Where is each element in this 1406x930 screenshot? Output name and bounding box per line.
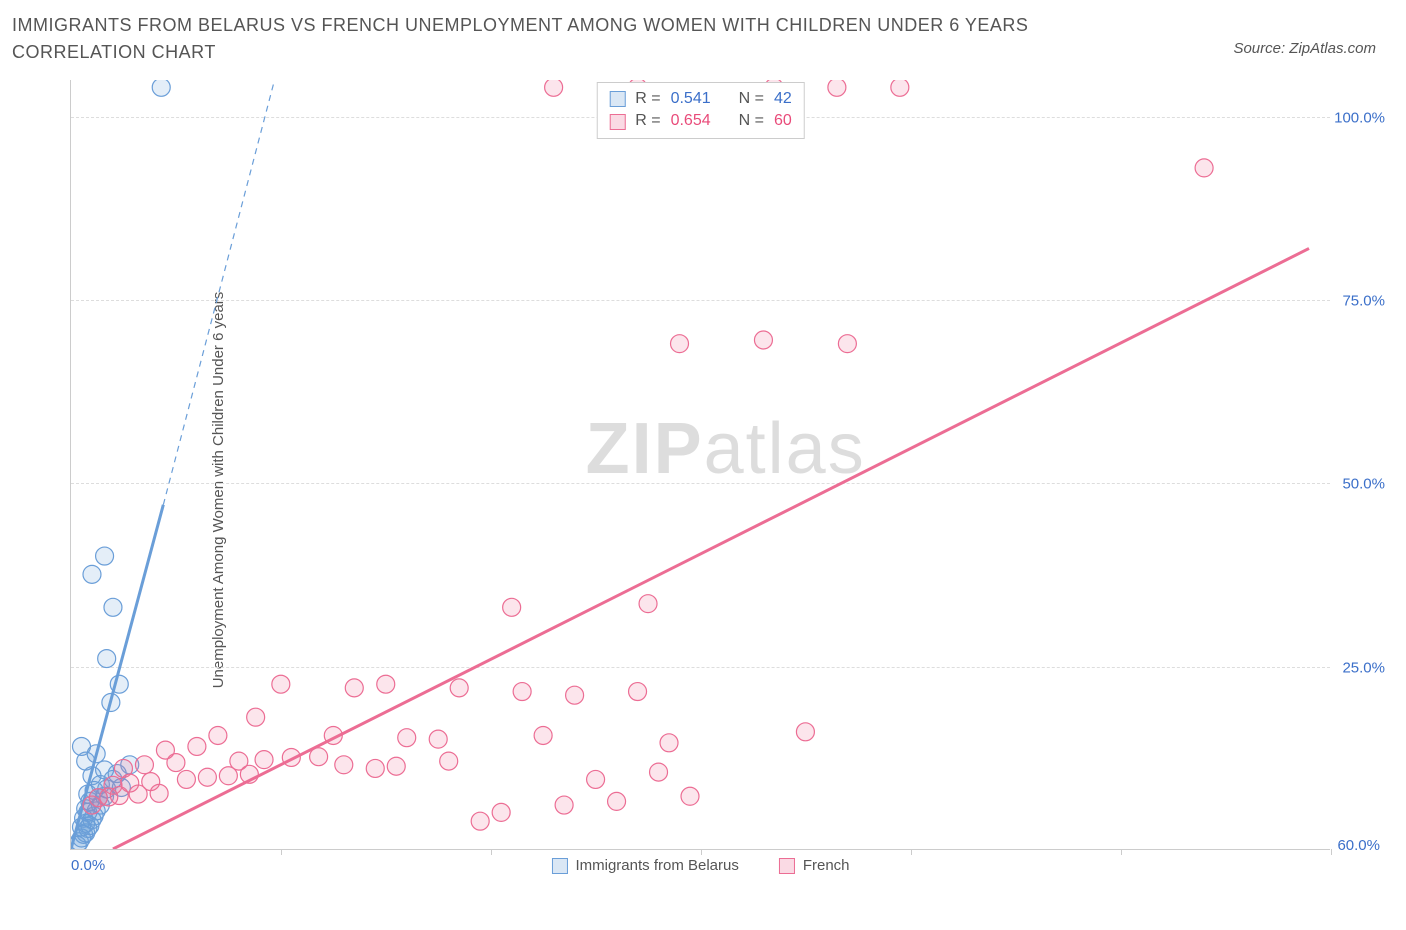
point-french [377,675,395,693]
legend-item-belarus: Immigrants from Belarus [551,857,738,874]
point-french [838,335,856,353]
point-french [156,741,174,759]
swatch-french [779,858,795,874]
point-french [398,729,416,747]
point-french [681,787,699,805]
x-tick [491,849,492,855]
point-french [545,80,563,96]
point-french [230,752,248,770]
point-french [650,763,668,781]
point-french [324,726,342,744]
point-french [209,726,227,744]
point-french [566,686,584,704]
point-french [247,708,265,726]
stats-row-belarus: R = 0.541 N = 42 [609,88,792,110]
point-french [1195,159,1213,177]
point-french [198,768,216,786]
y-tick-label: 50.0% [1342,476,1385,493]
point-french [629,683,647,701]
point-french [440,752,458,770]
point-french [513,683,531,701]
point-belarus [83,565,101,583]
y-tick-label: 100.0% [1334,109,1385,126]
source-attribution: Source: ZipAtlas.com [1233,40,1376,57]
point-french [587,770,605,788]
swatch-belarus [609,91,625,107]
point-belarus [98,650,116,668]
point-french [142,773,160,791]
point-french [492,803,510,821]
point-french [188,737,206,755]
point-french [796,723,814,741]
point-french [114,759,132,777]
x-tick [1331,849,1332,855]
x-origin-label: 0.0% [71,857,105,874]
scatter-svg [71,80,1330,849]
point-french [345,679,363,697]
x-tick [911,849,912,855]
point-french [891,80,909,96]
plot-region: ZIPatlas 25.0%50.0%75.0%100.0% R = 0.541… [70,80,1330,850]
point-french [471,812,489,830]
y-tick-label: 25.0% [1342,659,1385,676]
swatch-belarus [551,858,567,874]
swatch-french [609,114,625,130]
point-belarus [110,675,128,693]
point-belarus [102,694,120,712]
point-french [310,748,328,766]
x-tick [701,849,702,855]
point-french [429,730,447,748]
legend-label: French [803,857,850,874]
point-belarus [72,737,90,755]
legend-item-french: French [779,857,850,874]
point-french [282,748,300,766]
point-belarus [96,547,114,565]
point-french [366,759,384,777]
x-tick [281,849,282,855]
trendline-dashed-belarus [163,80,274,505]
legend-label: Immigrants from Belarus [575,857,738,874]
point-french [255,751,273,769]
point-french [177,770,195,788]
x-max-label: 60.0% [1337,837,1380,854]
point-french [335,756,353,774]
point-belarus [152,80,170,96]
point-french [135,756,153,774]
point-french [104,776,122,794]
legend-bottom: Immigrants from Belarus French [551,857,849,874]
point-french [387,757,405,775]
point-french [671,335,689,353]
stats-legend-box: R = 0.541 N = 42 R = 0.654 N = 60 [596,82,805,139]
chart-area: Unemployment Among Women with Children U… [60,80,1380,900]
point-french [555,796,573,814]
point-french [450,679,468,697]
point-french [828,80,846,96]
point-french [503,598,521,616]
point-french [608,792,626,810]
point-french [754,331,772,349]
point-french [660,734,678,752]
x-tick [1121,849,1122,855]
point-french [534,726,552,744]
stats-row-french: R = 0.654 N = 60 [609,110,792,132]
point-french [639,595,657,613]
y-tick-label: 75.0% [1342,293,1385,310]
chart-title: IMMIGRANTS FROM BELARUS VS FRENCH UNEMPL… [12,12,1112,66]
point-french [272,675,290,693]
point-belarus [104,598,122,616]
